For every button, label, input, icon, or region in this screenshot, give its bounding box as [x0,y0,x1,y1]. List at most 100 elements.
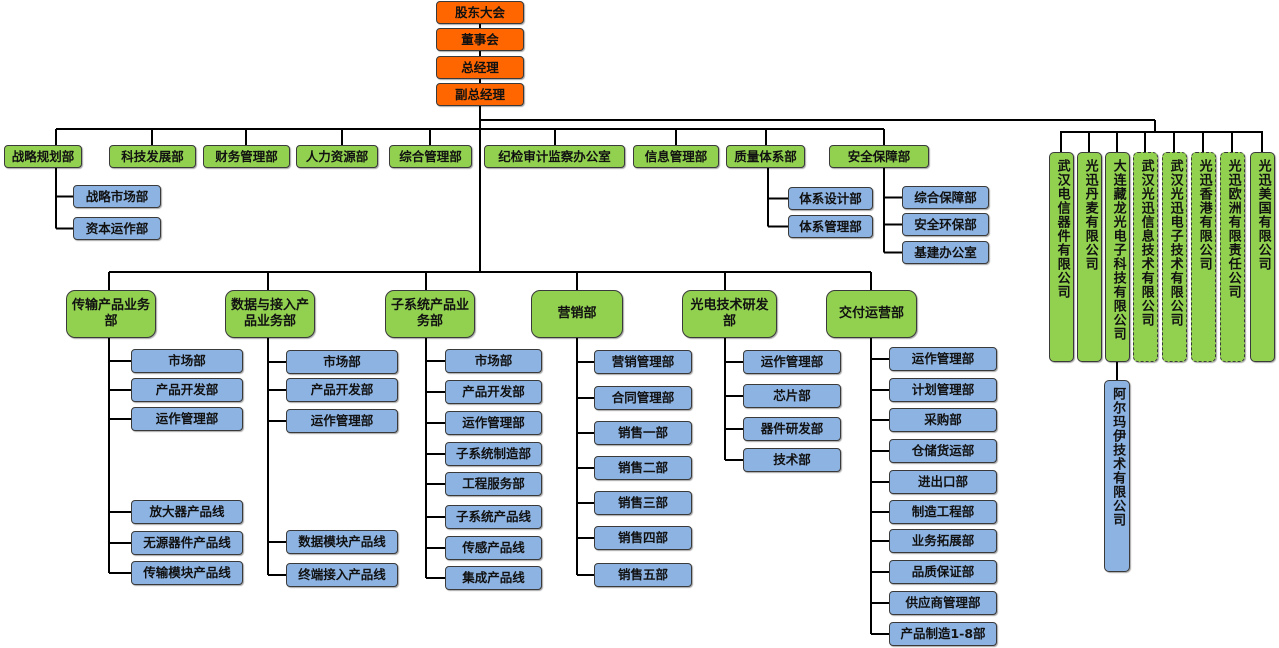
functional-department-box: 纪检审计监察办公室 [484,145,625,168]
subsidiary-box: 光迅香港有限公司 [1191,152,1216,362]
sub-department-box-label: 供应商管理部 [905,595,981,611]
subsidiary-box: 武汉光迅信息技术有限公司 [1133,152,1158,362]
sub-department-box: 运作管理部 [889,347,997,371]
sub-department-box-label: 综合保障部 [914,189,977,205]
sub-department-box-label: 产品开发部 [155,382,219,398]
sub-department-box-label: 市场部 [168,353,206,369]
sub-department-box: 资本运作部 [73,217,161,240]
sub-department-box-label: 采购部 [924,412,962,428]
subsidiary-child-box-label: 阿尔玛伊技术有限公司 [1110,387,1126,527]
sub-department-box: 销售四部 [594,526,692,550]
business-unit-box: 传输产品业务部 [66,290,156,338]
functional-department-box-label: 安全保障部 [847,148,911,164]
sub-department-box: 运作管理部 [743,350,841,374]
sub-department-box-label: 市场部 [474,353,513,369]
sub-department-box: 技术部 [743,448,841,472]
sub-department-box: 终端接入产品线 [286,563,398,587]
functional-department-box-label: 财务管理部 [215,148,278,164]
sub-department-box-label: 无源器件产品线 [143,535,231,551]
sub-department-box-label: 运作管理部 [155,411,219,427]
sub-department-box-label: 集成产品线 [462,570,525,586]
business-unit-box-label: 数据与接入产品业务部 [230,297,309,329]
sub-department-box-label: 产品开发部 [462,384,525,400]
subsidiary-box: 武汉光迅电子技术有限公司 [1162,152,1187,362]
sub-department-box-label: 基建办公室 [914,244,977,260]
functional-department-box: 战略规划部 [4,145,82,168]
sub-department-box-label: 市场部 [323,354,361,370]
sub-department-box-label: 销售三部 [617,495,668,511]
sub-department-box-label: 运作管理部 [911,351,975,367]
business-unit-box: 交付运营部 [826,290,917,338]
sub-department-box: 合同管理部 [594,386,692,410]
sub-department-box-label: 数据模块产品线 [298,534,386,550]
sub-department-box: 战略市场部 [73,185,161,208]
sub-department-box: 传感产品线 [445,536,542,560]
functional-department-box: 科技发展部 [109,145,196,168]
subsidiary-box-label: 光迅丹麦有限公司 [1082,159,1098,271]
sub-department-box: 传输模块产品线 [131,561,243,585]
sub-department-box-label: 运作管理部 [462,415,525,431]
sub-department-box-label: 进出口部 [917,474,968,490]
leadership-box: 副总经理 [436,83,524,106]
sub-department-box: 工程服务部 [445,472,542,496]
sub-department-box: 无源器件产品线 [131,531,243,555]
subsidiary-box: 武汉电信器件有限公司 [1049,152,1074,362]
subsidiary-box-label: 武汉电信器件有限公司 [1054,159,1070,299]
sub-department-box: 产品制造1-8部 [889,622,997,646]
sub-department-box-label: 运作管理部 [310,413,374,429]
subsidiary-child-box: 阿尔玛伊技术有限公司 [1104,380,1130,572]
sub-department-box-label: 传输模块产品线 [143,565,231,581]
subsidiary-box: 大连藏龙光电子科技有限公司 [1105,152,1130,362]
sub-department-box: 仓储货运部 [889,439,997,463]
sub-department-box-label: 业务拓展部 [911,533,975,549]
sub-department-box: 安全环保部 [902,213,989,236]
sub-department-box-label: 销售四部 [617,530,668,546]
sub-department-box: 计划管理部 [889,378,997,402]
sub-department-box: 市场部 [445,349,542,373]
subsidiary-box: 光迅美国有限公司 [1250,152,1275,362]
sub-department-box: 运作管理部 [445,411,542,435]
sub-department-box-label: 芯片部 [773,388,811,404]
sub-department-box-label: 体系设计部 [799,190,862,206]
sub-department-box: 品质保证部 [889,560,997,584]
sub-department-box-label: 战略市场部 [85,188,149,204]
sub-department-box-label: 子系统制造部 [455,446,531,462]
subsidiary-box-label: 武汉光迅电子技术有限公司 [1167,159,1183,327]
functional-department-box-label: 科技发展部 [121,148,184,164]
sub-department-box: 综合保障部 [902,186,989,209]
business-unit-box-label: 传输产品业务部 [71,297,150,329]
sub-department-box: 集成产品线 [445,566,542,590]
sub-department-box-label: 资本运作部 [85,220,149,236]
functional-department-box-label: 人力资源部 [305,148,369,164]
sub-department-box-label: 合同管理部 [611,390,675,406]
sub-department-box-label: 工程服务部 [462,476,525,492]
sub-department-box-label: 器件研发部 [760,421,824,437]
sub-department-box-label: 营销管理部 [611,354,675,370]
functional-department-box-label: 质量体系部 [734,148,797,164]
functional-department-box: 安全保障部 [829,145,929,168]
sub-department-box-label: 品质保证部 [911,564,975,580]
leadership-box: 股东大会 [436,1,524,24]
sub-department-box: 销售五部 [594,563,692,587]
subsidiary-box-label: 大连藏龙光电子科技有限公司 [1110,159,1126,341]
sub-department-box-label: 产品开发部 [310,382,374,398]
sub-department-box: 器件研发部 [743,417,841,441]
sub-department-box-label: 销售二部 [617,460,668,476]
business-unit-box: 子系统产品业务部 [385,290,475,338]
business-unit-box: 营销部 [531,290,623,338]
sub-department-box: 运作管理部 [286,409,398,433]
sub-department-box: 市场部 [131,349,243,373]
sub-department-box: 放大器产品线 [131,500,243,524]
sub-department-box: 基建办公室 [902,241,989,264]
sub-department-box-label: 产品制造1-8部 [900,626,986,642]
subsidiary-box-label: 武汉光迅信息技术有限公司 [1138,159,1154,327]
functional-department-box-label: 纪检审计监察办公室 [498,148,611,164]
sub-department-box: 进出口部 [889,470,997,494]
sub-department-box: 业务拓展部 [889,529,997,553]
business-unit-box: 光电技术研发部 [682,290,777,338]
sub-department-box: 销售一部 [594,421,692,445]
sub-department-box-label: 体系管理部 [799,218,862,234]
functional-department-box: 综合管理部 [389,145,472,168]
